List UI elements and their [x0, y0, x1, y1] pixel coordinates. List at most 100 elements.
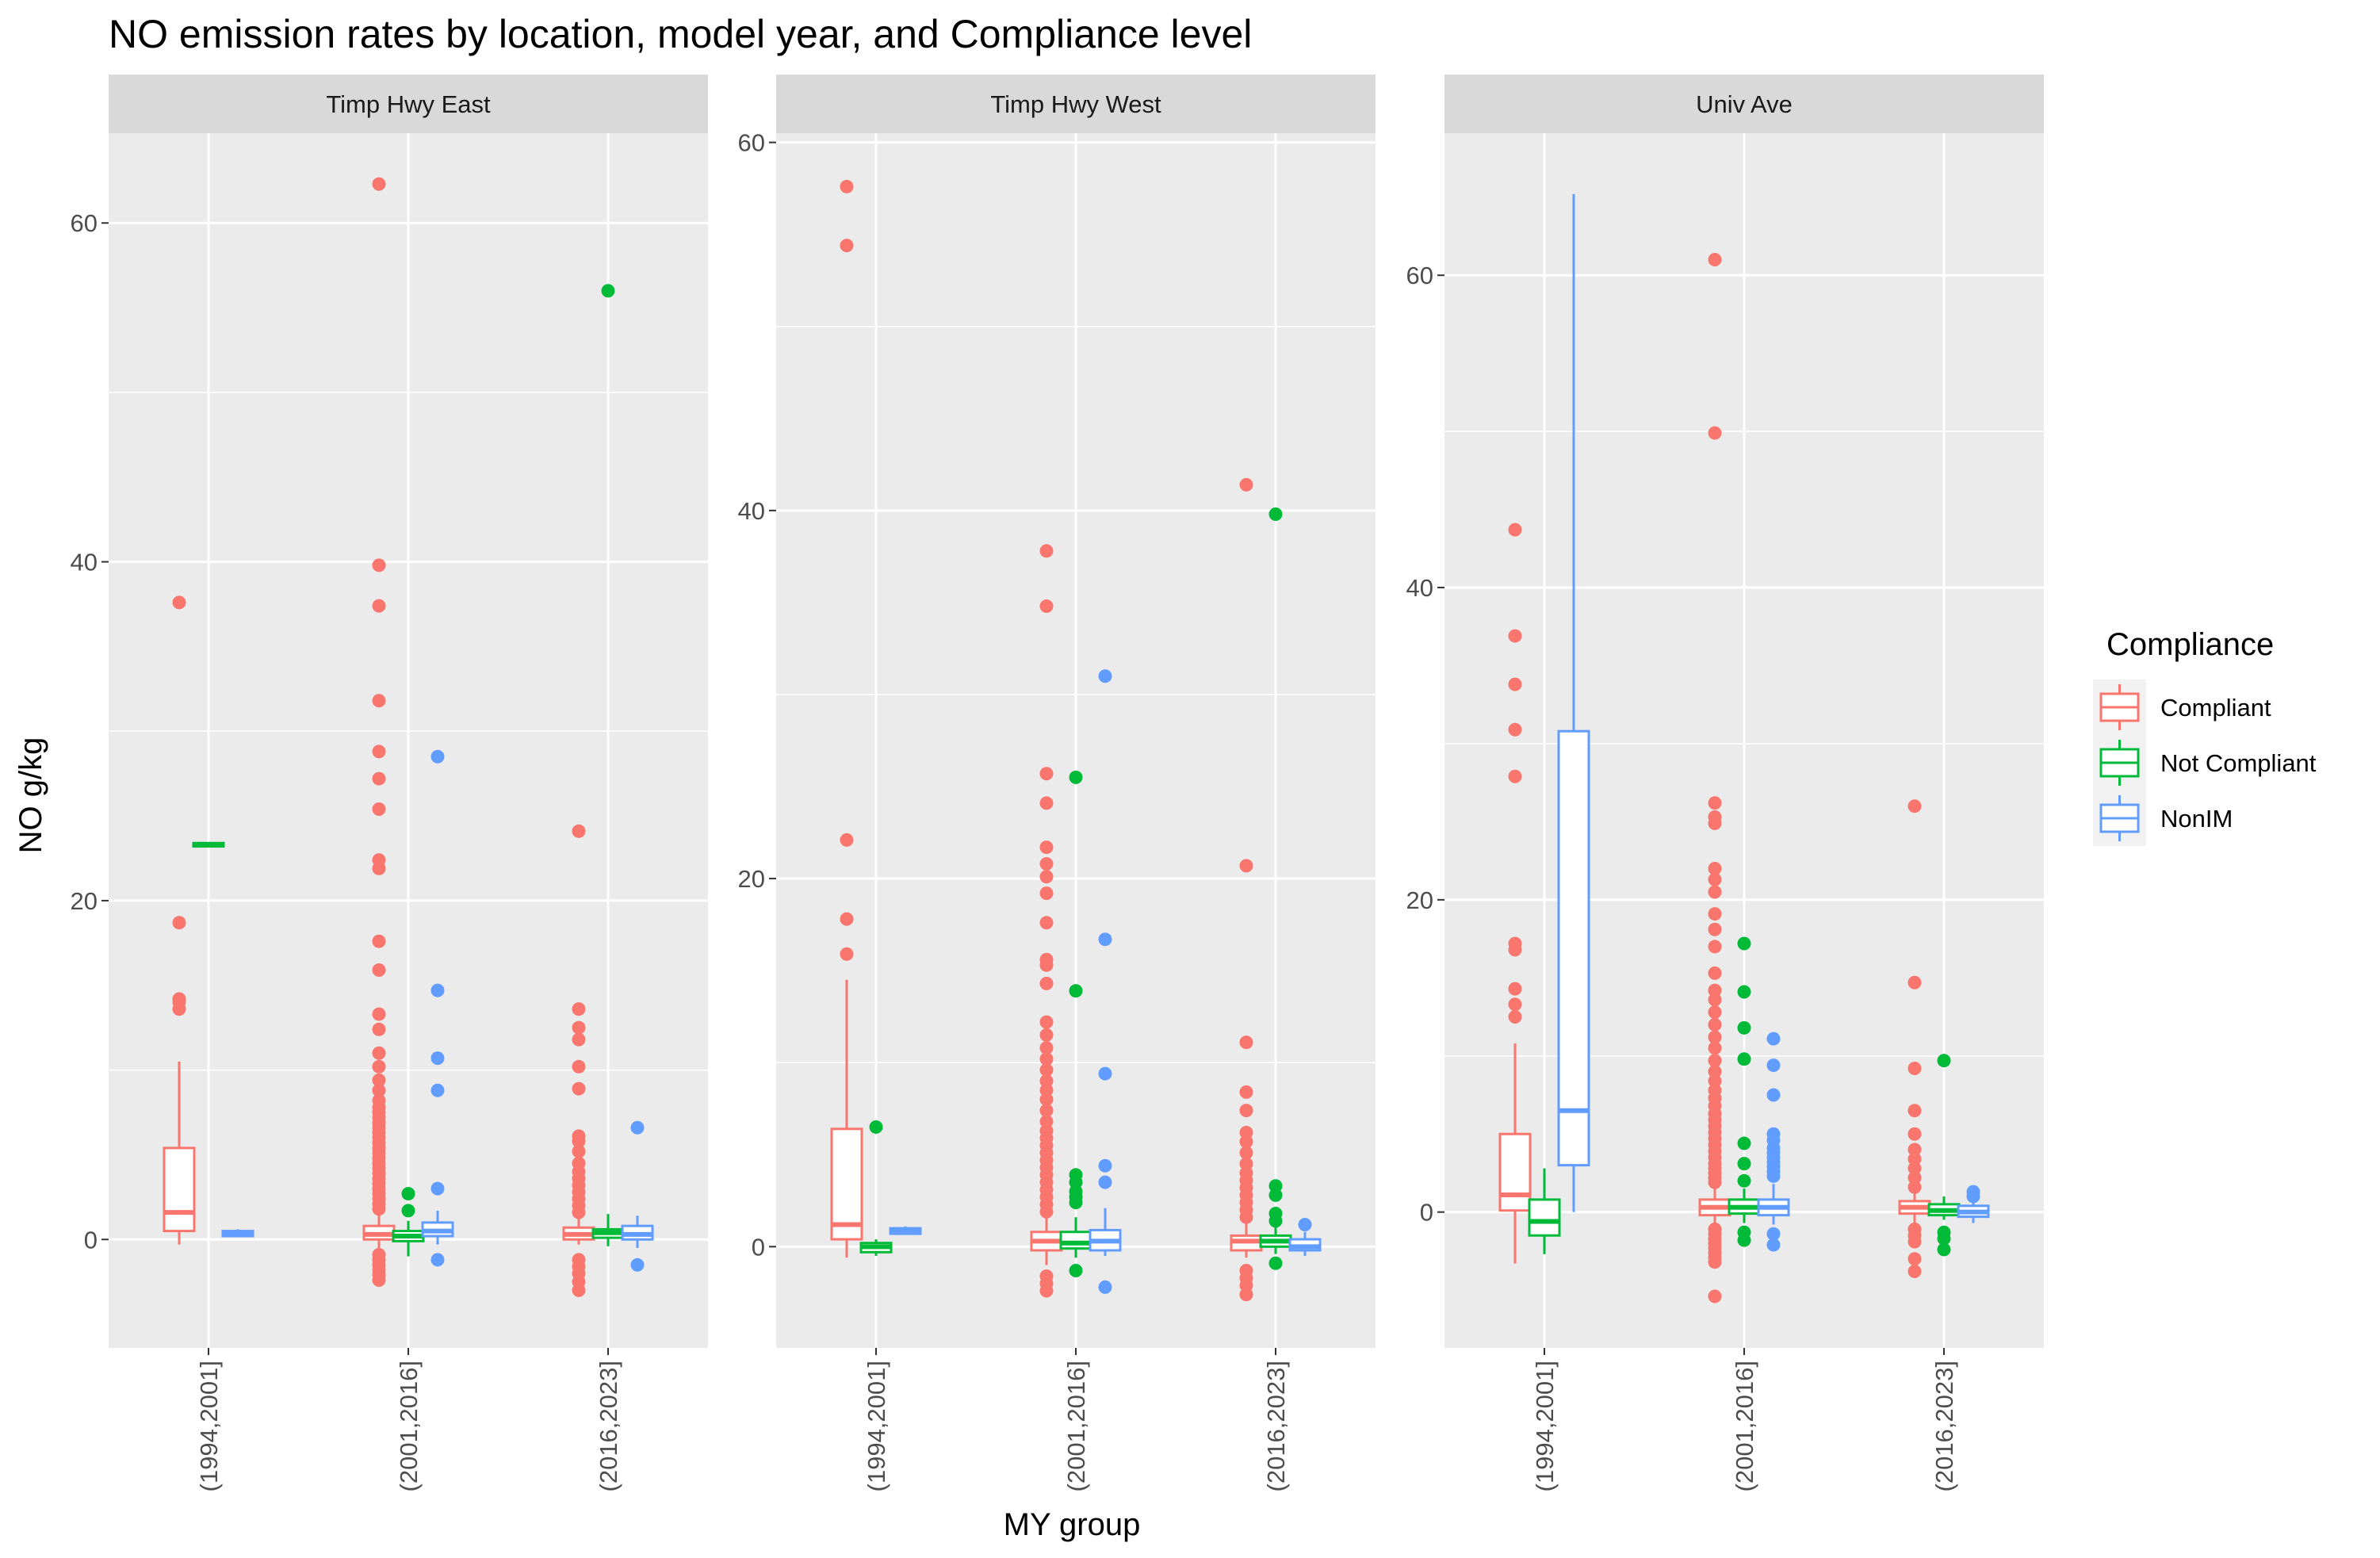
outlier-point — [630, 1258, 645, 1272]
boxplot-2001-2016-compliant — [1030, 544, 1063, 1298]
outlier-point — [1708, 1041, 1722, 1055]
outlier-point — [1239, 1146, 1253, 1160]
outlier-point — [1508, 936, 1522, 951]
boxplot-2001-2016-compliant — [362, 177, 396, 1288]
outlier-point — [1039, 840, 1054, 855]
outlier-point — [1039, 870, 1054, 884]
outlier-point — [372, 694, 386, 708]
outlier-point — [1508, 769, 1522, 783]
outlier-point — [1039, 952, 1054, 967]
outlier-point — [1907, 1162, 1922, 1176]
strip-label: Univ Ave — [1696, 90, 1793, 118]
outlier-point — [1737, 1052, 1751, 1066]
y-axis-title: NO g/kg — [13, 737, 48, 854]
outlier-point — [572, 1059, 586, 1074]
outlier-point — [1766, 1032, 1781, 1046]
outlier-point — [372, 1083, 386, 1097]
outlier-point — [1708, 1083, 1722, 1097]
boxplot-2016-2023-not-compliant — [1259, 507, 1292, 1270]
outlier-point — [1708, 1005, 1722, 1020]
outlier-point — [1268, 1256, 1283, 1270]
outlier-point — [840, 947, 854, 961]
outlier-point — [1098, 1175, 1112, 1189]
outlier-point — [1766, 1088, 1781, 1102]
outlier-point — [1708, 966, 1722, 980]
outlier-point — [1039, 1052, 1054, 1066]
y-tick-label: 40 — [738, 497, 765, 525]
outlier-point — [1508, 997, 1522, 1012]
outlier-point — [840, 239, 854, 253]
y-tick-label: 60 — [71, 209, 98, 237]
x-tick-label: (1994,2001] — [1531, 1361, 1559, 1491]
outlier-point — [1508, 629, 1522, 643]
legend-key-not-compliant: Not Compliant — [2093, 735, 2317, 790]
outlier-point — [401, 1204, 415, 1218]
boxplot-1994-2001-not-compliant — [192, 841, 225, 848]
outlier-point — [372, 1247, 386, 1261]
boxplot-2016-2023-not-compliant — [1927, 1054, 1961, 1257]
y-tick-label: 20 — [738, 865, 765, 893]
outlier-point — [1039, 544, 1054, 558]
facet-timp-hwy-west: Timp Hwy West 0 20 40 60 (1994,2001] (2001,201… — [738, 75, 1376, 1491]
outlier-point — [1766, 1238, 1781, 1252]
y-tick-label: 60 — [1406, 262, 1433, 289]
outlier-point — [1708, 796, 1722, 810]
outlier-point — [1907, 1180, 1922, 1194]
strip-label: Timp Hwy East — [326, 90, 491, 118]
outlier-point — [572, 1002, 586, 1016]
outlier-point — [1907, 975, 1922, 990]
outlier-point — [1708, 861, 1722, 875]
outlier-point — [1937, 1054, 1951, 1068]
outlier-point — [1766, 1127, 1781, 1141]
box — [1059, 1231, 1092, 1250]
y-tick-label: 0 — [84, 1226, 98, 1254]
outlier-point — [172, 916, 186, 930]
strip-label: Timp Hwy West — [990, 90, 1161, 118]
outlier-point — [372, 1022, 386, 1036]
outlier-point — [1508, 1010, 1522, 1024]
boxplot-1994-2001-compliant — [1498, 523, 1532, 1264]
outlier-point — [430, 1083, 445, 1097]
outlier-point — [1766, 1227, 1781, 1241]
x-axis-title: MY group — [1004, 1507, 1141, 1542]
outlier-point — [1239, 1085, 1253, 1099]
outlier-point — [1239, 1104, 1253, 1118]
outlier-point — [372, 771, 386, 786]
x-tick-label: (1994,2001] — [195, 1361, 223, 1491]
boxplot-1994-2001-nonim — [221, 1229, 254, 1238]
facet-univ-ave: Univ Ave 0 20 40 60 (1994,2001] (2001,2016] (20… — [1406, 75, 2044, 1491]
boxplot-2001-2016-compliant — [1698, 253, 1731, 1303]
outlier-point — [1708, 1064, 1722, 1078]
boxplot-1994-2001-compliant — [163, 595, 196, 1245]
outlier-point — [372, 802, 386, 817]
outlier-point — [630, 1120, 645, 1135]
outlier-point — [1737, 1136, 1751, 1150]
outlier-point — [1907, 1252, 1922, 1266]
outlier-point — [1239, 1035, 1253, 1050]
outlier-point — [1039, 1104, 1054, 1118]
legend: Compliance Compliant Not Compliant NonIM — [2093, 627, 2317, 846]
outlier-point — [1039, 1062, 1054, 1077]
outlier-point — [1239, 1125, 1253, 1139]
outlier-point — [1098, 932, 1112, 947]
strip-background — [109, 75, 708, 133]
outlier-point — [1039, 886, 1054, 901]
outlier-point — [172, 992, 186, 1006]
chart-title: NO emission rates by location, model yea… — [109, 12, 1252, 56]
outlier-point — [1239, 859, 1253, 873]
outlier-point — [1737, 1020, 1751, 1035]
outlier-point — [1907, 1143, 1922, 1157]
outlier-point — [572, 1144, 586, 1158]
outlier-point — [840, 179, 854, 193]
outlier-point — [1766, 1058, 1781, 1073]
box — [1557, 729, 1590, 1167]
boxplot-1994-2001-not-compliant — [859, 1120, 893, 1256]
outlier-point — [430, 983, 445, 997]
outlier-point — [401, 1187, 415, 1201]
boxplot-2001-2016-nonim — [1089, 669, 1122, 1294]
legend-label: NonIM — [2160, 805, 2233, 833]
outlier-point — [1708, 1074, 1722, 1088]
box — [1528, 1198, 1561, 1237]
boxplot-2001-2016-nonim — [1757, 1032, 1790, 1252]
boxplot-2001-2016-not-compliant — [1059, 770, 1092, 1278]
